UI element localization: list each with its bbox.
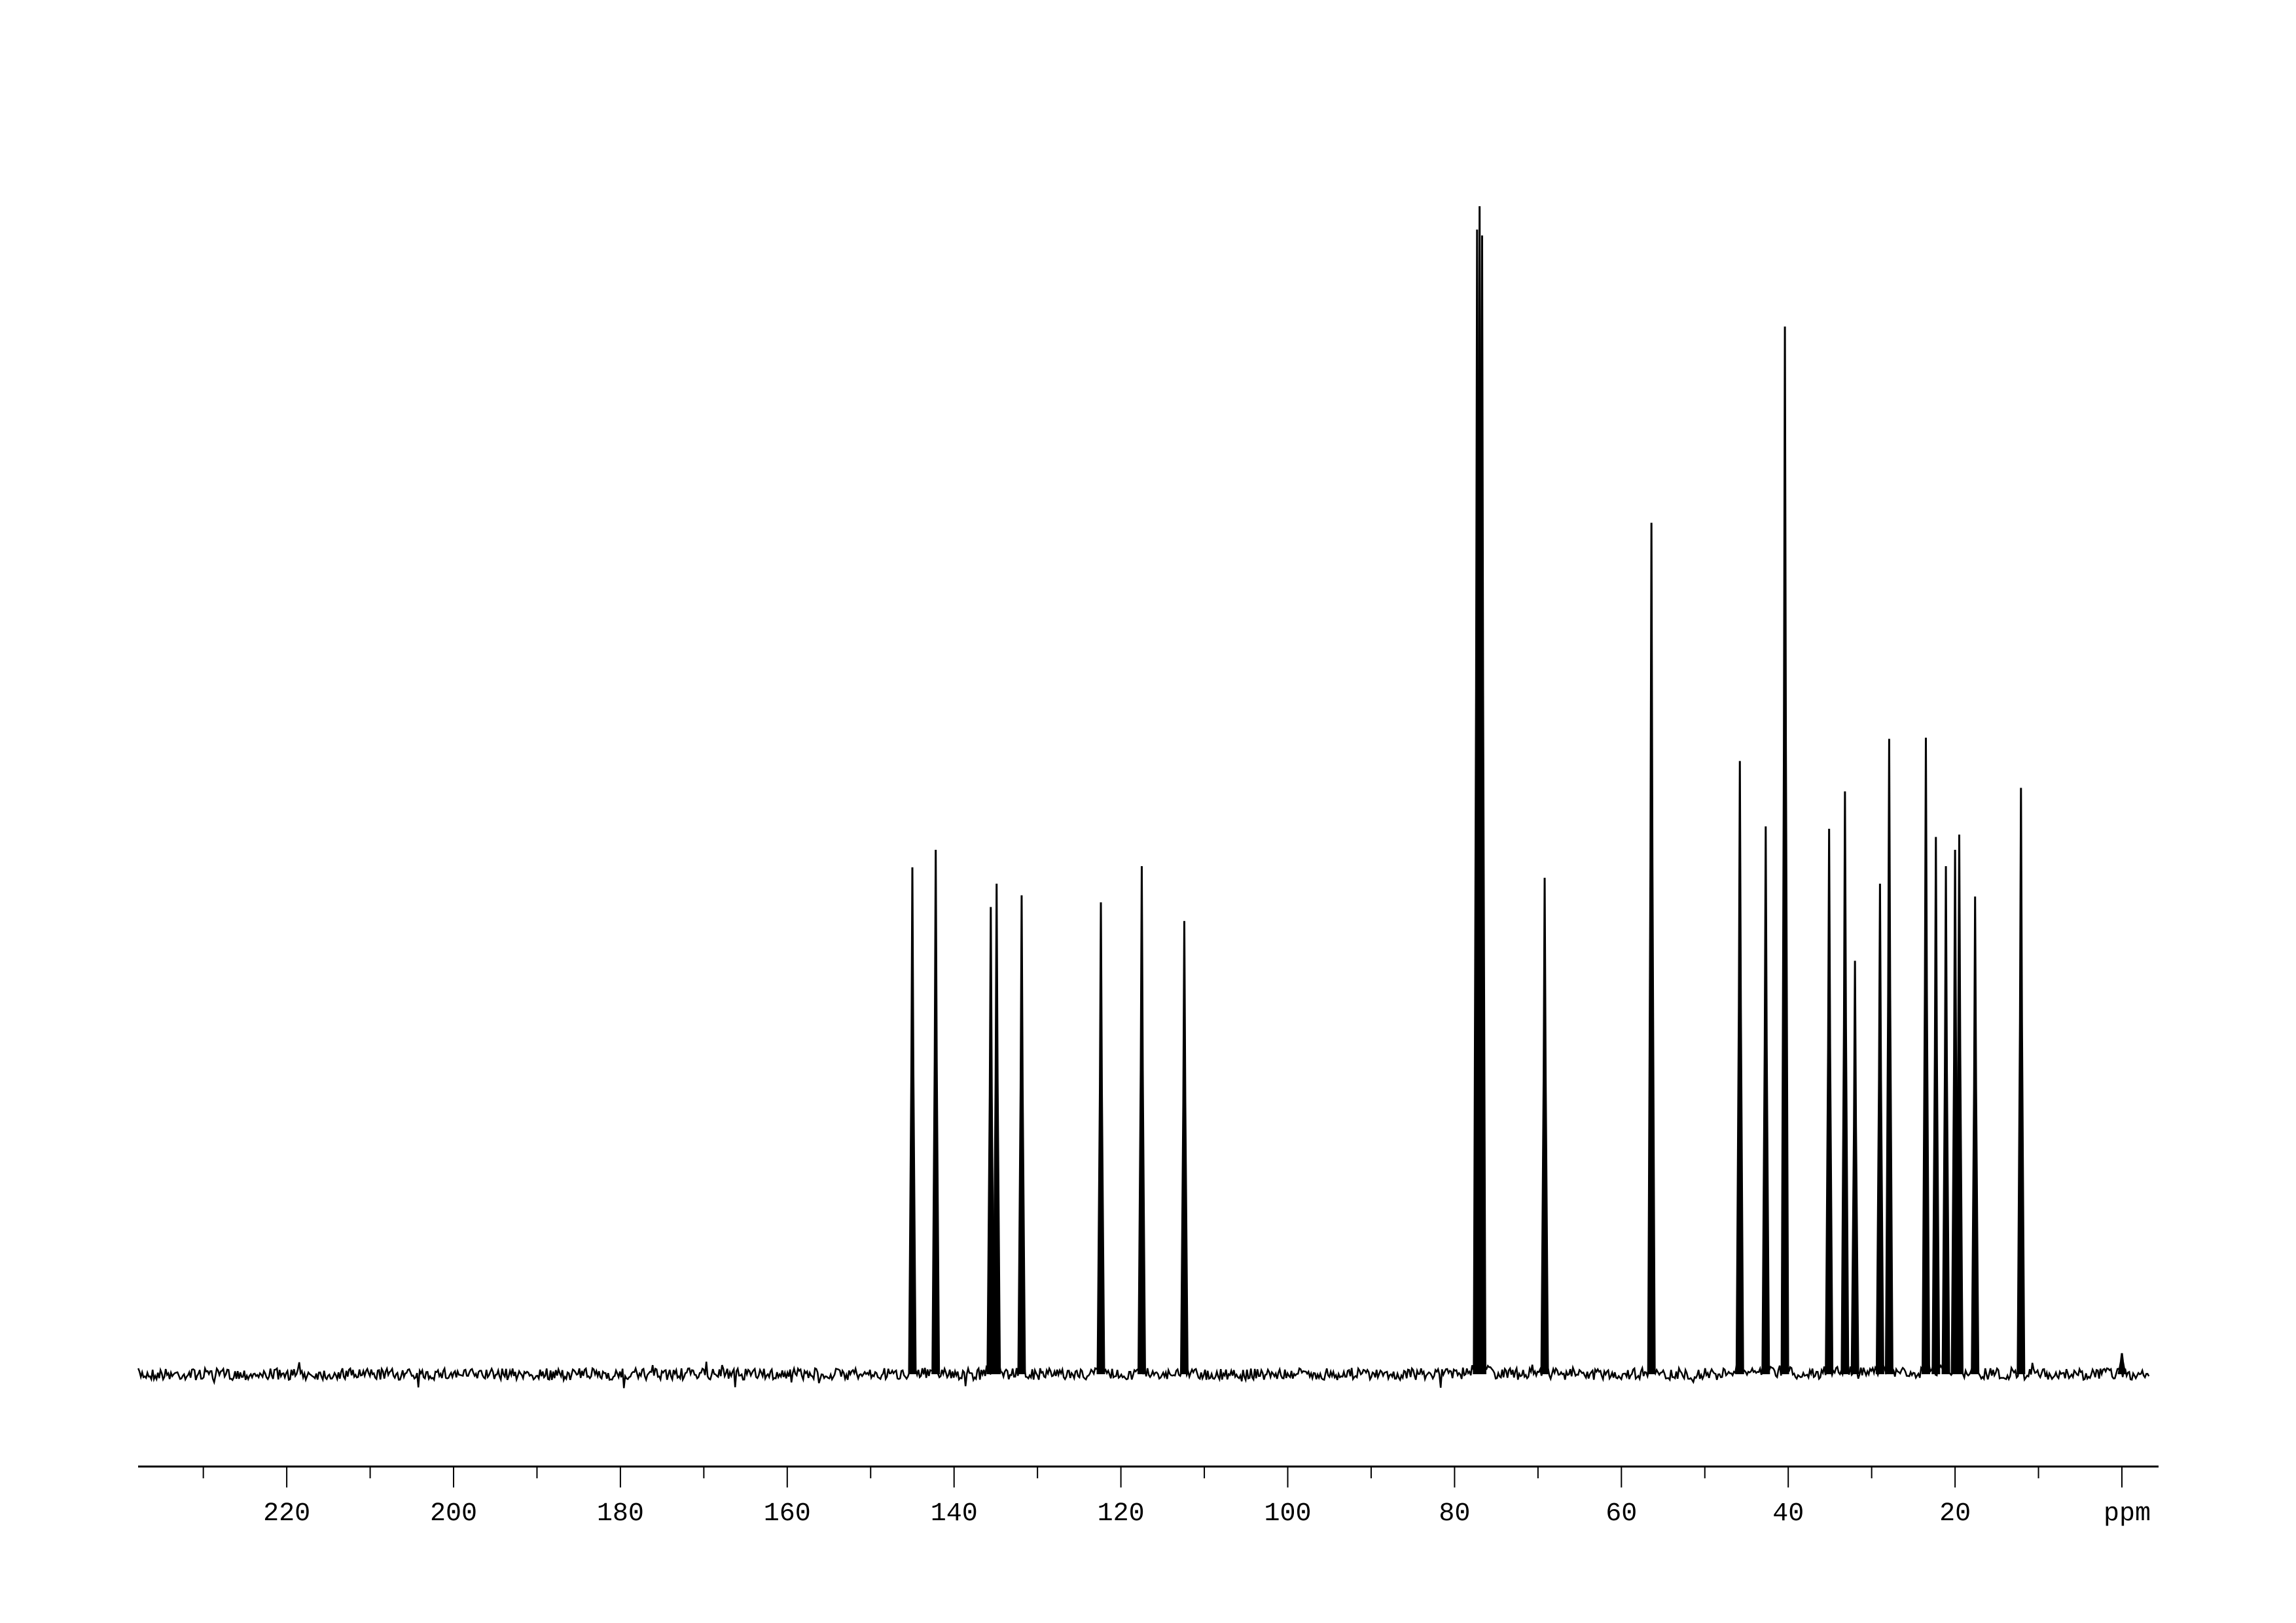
x-tick-label: 80 <box>1439 1499 1470 1529</box>
peak <box>1761 826 1770 1375</box>
x-axis-label: ppm <box>2104 1499 2151 1529</box>
x-axis-ticks <box>202 1467 2123 1487</box>
x-tick-label: 40 <box>1772 1499 1804 1529</box>
x-tick-label: 20 <box>1939 1499 1971 1529</box>
peak <box>1780 326 1789 1375</box>
x-tick-label: 180 <box>597 1499 644 1529</box>
peak <box>1941 866 1950 1375</box>
peak <box>1477 235 1486 1375</box>
x-tick-label: 140 <box>931 1499 978 1529</box>
x-tick-label: 120 <box>1098 1499 1145 1529</box>
peak <box>1137 866 1146 1375</box>
peak <box>908 867 917 1375</box>
peak <box>1954 834 1964 1375</box>
peak <box>992 883 1001 1375</box>
peak <box>986 907 996 1375</box>
peak <box>1850 960 1859 1375</box>
x-tick-label: 160 <box>764 1499 811 1529</box>
x-tick-label: 100 <box>1264 1499 1311 1529</box>
peak <box>1017 895 1026 1375</box>
peak <box>1884 739 1893 1375</box>
peak <box>2117 1353 2126 1375</box>
peak <box>931 849 941 1375</box>
peak <box>1921 737 1930 1375</box>
peak <box>1096 902 1105 1375</box>
peak <box>1647 522 1656 1375</box>
x-tick-label: 200 <box>430 1499 477 1529</box>
peak <box>1971 896 1980 1375</box>
x-axis-tick-labels: 220 200 180 160 140 120 100 80 60 40 20 <box>263 1499 1971 1529</box>
x-tick-label: 220 <box>263 1499 310 1529</box>
spectrum-trace <box>137 206 2150 1389</box>
peak <box>1179 921 1189 1375</box>
peak <box>2017 788 2026 1375</box>
x-tick-label: 60 <box>1605 1499 1637 1529</box>
peak <box>1540 877 1549 1375</box>
peak <box>1735 761 1744 1375</box>
peak <box>1825 828 1834 1375</box>
peak <box>1931 837 1941 1375</box>
peak <box>1840 791 1850 1375</box>
peak <box>1875 883 1884 1375</box>
x-axis: 220 200 180 160 140 120 100 80 60 40 20 ppm <box>138 1465 2159 1529</box>
